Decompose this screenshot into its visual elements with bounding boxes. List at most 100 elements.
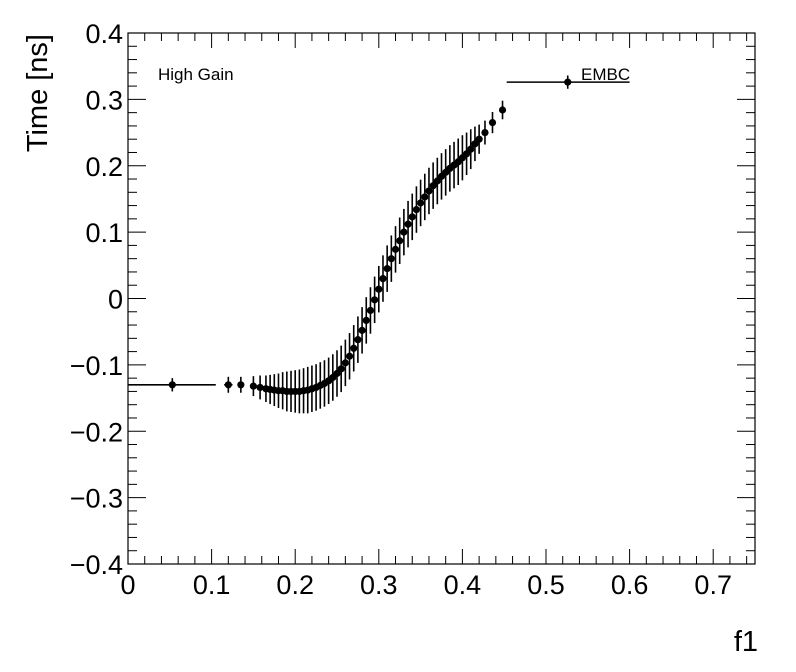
data-point [498,100,507,120]
data-marker [429,182,437,190]
data-point [412,186,421,233]
data-point [375,265,383,313]
data-marker [341,359,349,367]
data-marker [387,255,395,263]
data-marker [425,187,433,195]
data-point [481,120,489,145]
y-tick-label: 0.4 [85,19,123,49]
data-marker [362,316,370,325]
data-point [450,141,458,189]
data-marker [462,150,471,158]
data-series [128,75,630,414]
x-axis-title: f1 [734,626,758,658]
data-point [333,350,341,397]
data-point [329,354,337,401]
data-point [437,153,446,200]
y-tick-label: −0.4 [70,550,123,580]
y-tick-label: −0.3 [70,484,123,514]
data-point [237,376,245,393]
data-marker [375,285,383,293]
x-tick-label: 0.3 [360,570,398,600]
data-point [442,149,450,196]
data-point [337,345,345,393]
annotation-region: EMBC [581,65,630,84]
data-point [128,378,216,392]
data-point [396,217,404,264]
data-marker [421,193,429,201]
axis-ticks [127,32,755,565]
data-point [488,111,497,134]
data-point [446,145,454,192]
data-marker [237,381,245,389]
data-marker [350,344,358,352]
data-point [345,333,354,380]
data-marker [354,336,362,344]
data-point [387,235,395,282]
data-point [325,357,333,405]
data-point [404,200,412,248]
data-point [506,75,630,89]
data-point [371,276,379,324]
data-marker [475,135,483,143]
data-marker [391,245,400,253]
data-point [421,173,429,221]
data-marker [396,237,404,245]
y-axis-title: Time [ns] [22,34,54,152]
y-tick-label: −0.1 [70,351,123,381]
data-point [249,376,257,397]
y-tick-label: 0.3 [85,85,123,115]
data-marker [379,274,387,283]
y-tick-label: 0.2 [85,152,123,182]
data-point [471,126,479,162]
data-marker [481,128,489,137]
x-tick-label: 0.5 [527,570,565,600]
data-marker [249,382,257,390]
x-tick-label: 0.4 [444,570,482,600]
x-tick-label: 0.2 [276,570,314,600]
data-marker [498,106,507,114]
data-marker [168,381,176,389]
x-tick-label: 0.6 [611,570,649,600]
data-point [354,316,362,363]
plot-frame [127,32,756,565]
data-marker [488,119,497,127]
data-point [429,162,437,209]
data-point [408,193,416,241]
data-marker [467,145,475,153]
data-point [366,287,375,334]
data-point [467,129,475,170]
data-marker [333,369,341,378]
annotation-gain: High Gain [158,65,234,84]
y-tick-label: 0 [108,285,123,315]
data-point [462,132,471,176]
data-point [425,167,433,215]
data-marker [371,296,379,304]
data-point [475,124,483,154]
data-marker [404,220,412,228]
data-marker [412,205,421,214]
data-point [400,208,408,256]
x-axis-tick-labels: 0 0.1 0.2 0.3 0.4 0.5 0.6 0.7 [120,570,731,600]
y-tick-label: 0.1 [85,218,123,248]
data-marker [337,365,345,373]
data-point [224,376,233,393]
x-tick-label: 0.7 [694,570,732,600]
data-point [362,297,370,344]
data-point [350,325,358,372]
data-point [383,245,391,292]
data-marker [433,177,441,185]
data-marker [366,306,375,315]
data-point [458,135,466,181]
data-marker [358,326,366,334]
data-point [379,255,387,302]
data-marker [256,383,264,392]
data-point [256,375,264,400]
data-point [358,307,366,354]
data-marker [417,199,425,207]
data-point [341,339,349,387]
x-tick-label: 0.1 [193,570,231,600]
data-marker [383,265,391,273]
data-point [454,138,462,185]
data-marker [224,381,232,389]
